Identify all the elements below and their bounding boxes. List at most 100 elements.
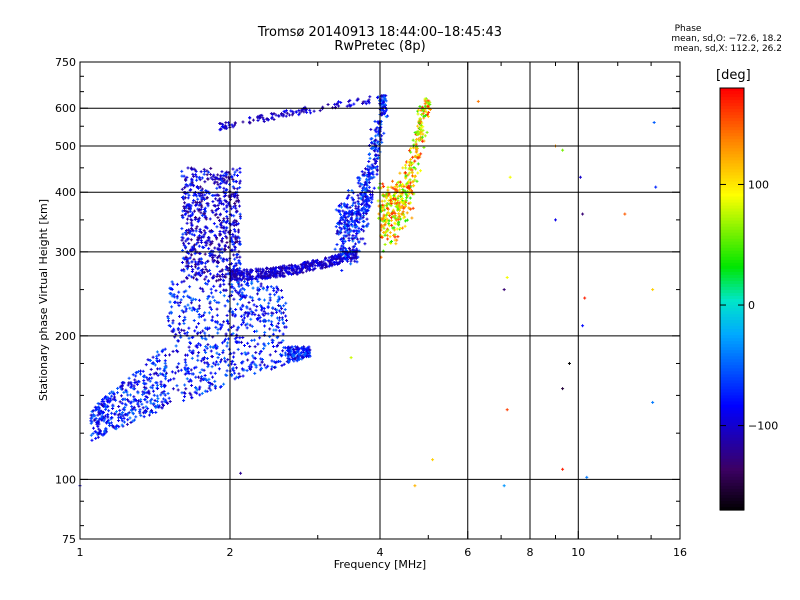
data-point (125, 422, 129, 426)
data-point (223, 359, 227, 363)
data-point (199, 314, 203, 318)
data-point (199, 170, 203, 174)
data-point (262, 342, 266, 346)
data-point (207, 377, 211, 381)
data-point (246, 341, 250, 345)
data-point (155, 394, 159, 398)
data-point (203, 348, 207, 352)
data-point (96, 413, 100, 417)
data-point (162, 369, 166, 373)
data-point (275, 316, 279, 320)
data-point (288, 357, 292, 361)
data-point (236, 325, 240, 329)
data-point (241, 374, 245, 378)
data-point (183, 367, 187, 371)
data-point (184, 387, 188, 391)
data-point (215, 307, 219, 311)
data-point (91, 409, 95, 413)
data-point (177, 322, 181, 326)
data-point (207, 380, 211, 384)
data-point (182, 322, 186, 326)
data-point (201, 289, 205, 293)
data-point (271, 311, 275, 315)
data-point (120, 417, 124, 421)
data-point (225, 241, 229, 245)
data-point (218, 322, 222, 326)
data-point (133, 381, 137, 385)
data-point (209, 172, 213, 176)
data-point (145, 376, 149, 380)
data-point (180, 280, 184, 284)
data-point (291, 353, 295, 357)
data-point (255, 329, 259, 333)
data-point (214, 360, 218, 364)
data-point (238, 181, 242, 185)
data-point (148, 410, 152, 414)
data-point (143, 391, 147, 395)
data-point (129, 401, 133, 405)
data-point (189, 238, 193, 242)
data-point (215, 225, 219, 229)
data-point (137, 404, 141, 408)
data-point (104, 395, 108, 399)
data-point (97, 427, 101, 431)
data-point (268, 353, 272, 357)
data-point (238, 216, 242, 220)
data-point (180, 260, 184, 264)
data-point (106, 413, 110, 417)
data-point (249, 363, 253, 367)
data-point (230, 374, 234, 378)
data-point (256, 342, 260, 346)
data-point (287, 349, 291, 353)
data-point (97, 422, 101, 426)
data-point (202, 356, 206, 360)
data-point (216, 362, 220, 366)
data-point (209, 291, 213, 295)
data-point (188, 341, 192, 345)
data-point (259, 349, 263, 353)
data-point (232, 286, 236, 290)
data-point (241, 336, 245, 340)
data-point (224, 210, 228, 214)
data-point (259, 304, 263, 308)
data-point (203, 389, 207, 393)
data-point (271, 306, 275, 310)
data-point (159, 393, 163, 397)
data-point (270, 367, 274, 371)
data-point (207, 363, 211, 367)
data-point (143, 398, 147, 402)
data-point (237, 284, 241, 288)
data-point (149, 401, 153, 405)
data-point (233, 371, 237, 375)
data-point (263, 330, 267, 334)
data-point (252, 338, 256, 342)
data-point (245, 326, 249, 330)
data-point (151, 355, 155, 359)
data-point (261, 358, 265, 362)
data-point (238, 336, 242, 340)
data-point (203, 311, 207, 315)
data-point (246, 284, 250, 288)
data-point (306, 354, 310, 358)
data-point (154, 406, 158, 410)
data-point (300, 346, 304, 350)
data-point (209, 371, 213, 375)
data-point (203, 281, 207, 285)
data-point (142, 415, 146, 419)
data-point (150, 386, 154, 390)
data-point (270, 314, 274, 318)
data-point (169, 310, 173, 314)
data-point (264, 311, 268, 315)
data-point (157, 359, 161, 363)
data-point (220, 323, 224, 327)
data-point (211, 315, 215, 319)
data-point (190, 308, 194, 312)
data-point (179, 298, 183, 302)
data-point (188, 378, 192, 382)
data-point (163, 361, 167, 365)
data-point (222, 278, 226, 282)
data-point (217, 367, 221, 371)
data-point (281, 332, 285, 336)
data-point (156, 359, 160, 363)
data-point (219, 325, 223, 329)
